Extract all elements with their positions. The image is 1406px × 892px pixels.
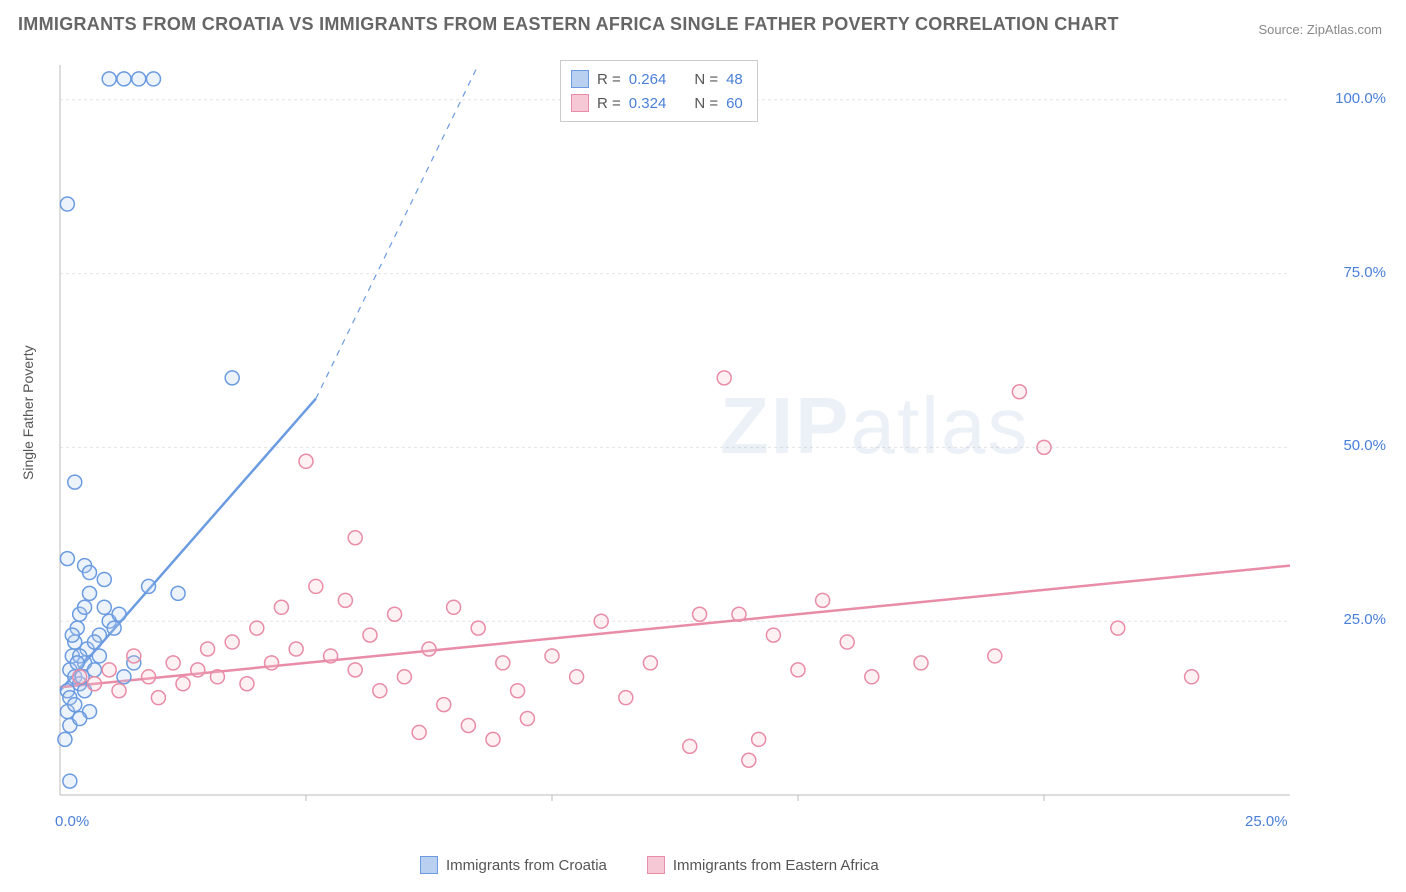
n-label: N = xyxy=(694,95,718,112)
bottom-legend: Immigrants from Croatia Immigrants from … xyxy=(420,856,879,874)
r-value-croatia: 0.264 xyxy=(629,71,667,88)
y-tick-label: 50.0% xyxy=(1343,437,1386,454)
stats-row-eastern-africa: R = 0.324 N = 60 xyxy=(571,91,743,115)
chart-title: IMMIGRANTS FROM CROATIA VS IMMIGRANTS FR… xyxy=(18,14,1119,35)
source-attribution: Source: ZipAtlas.com xyxy=(1258,22,1382,37)
r-value-eastern-africa: 0.324 xyxy=(629,95,667,112)
x-tick-label: 25.0% xyxy=(1245,813,1288,830)
x-tick-label: 0.0% xyxy=(55,813,89,830)
swatch-eastern-africa xyxy=(571,94,589,112)
legend-item-croatia: Immigrants from Croatia xyxy=(420,856,607,874)
r-label: R = xyxy=(597,95,621,112)
correlation-stats-box: R = 0.264 N = 48 R = 0.324 N = 60 xyxy=(560,60,758,122)
y-tick-label: 25.0% xyxy=(1343,611,1386,628)
n-value-croatia: 48 xyxy=(726,71,743,88)
legend-label-eastern-africa: Immigrants from Eastern Africa xyxy=(673,857,879,874)
scatter-plot xyxy=(50,50,1350,840)
swatch-croatia xyxy=(571,70,589,88)
legend-item-eastern-africa: Immigrants from Eastern Africa xyxy=(647,856,879,874)
y-axis-label: Single Father Poverty xyxy=(20,345,36,480)
legend-swatch-croatia xyxy=(420,856,438,874)
legend-label-croatia: Immigrants from Croatia xyxy=(446,857,607,874)
r-label: R = xyxy=(597,71,621,88)
y-tick-label: 100.0% xyxy=(1335,90,1386,107)
legend-swatch-eastern-africa xyxy=(647,856,665,874)
stats-row-croatia: R = 0.264 N = 48 xyxy=(571,67,743,91)
n-value-eastern-africa: 60 xyxy=(726,95,743,112)
y-tick-label: 75.0% xyxy=(1343,264,1386,281)
n-label: N = xyxy=(694,71,718,88)
